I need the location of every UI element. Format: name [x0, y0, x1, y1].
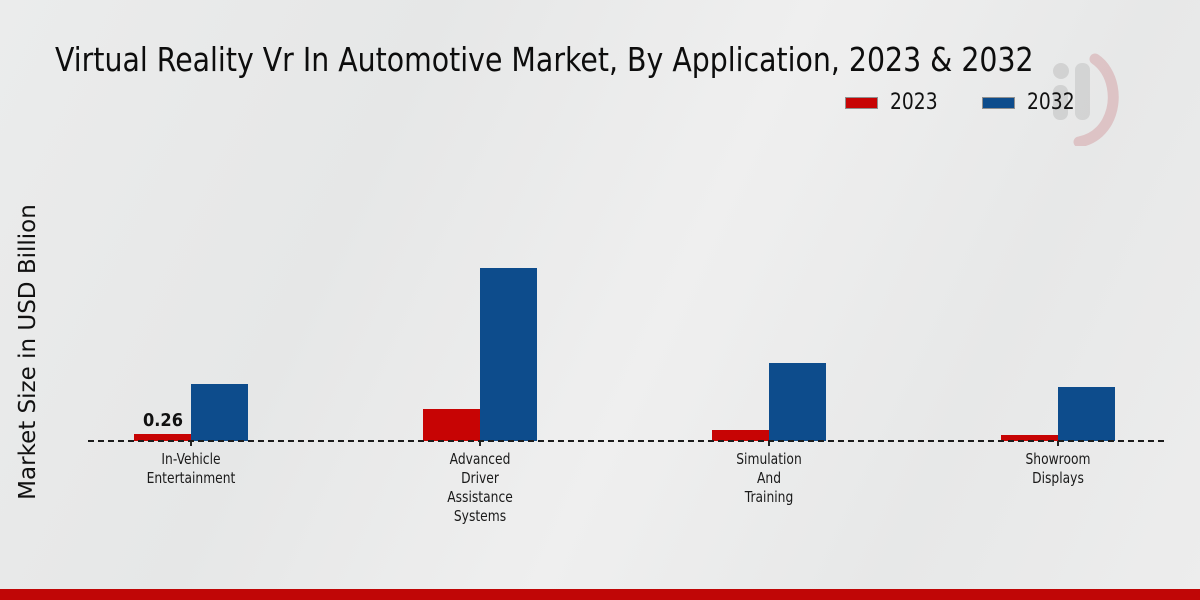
bar-value-label-2023-0: 0.26 [142, 409, 183, 431]
legend: 2023 2032 [845, 90, 1083, 115]
x-axis-label-in-vehicle-entertainment: In-Vehicle Entertainment [146, 450, 236, 487]
chart-title: Virtual Reality Vr In Automotive Market,… [55, 40, 1034, 79]
bar-2023-showroom-displays [1001, 435, 1058, 441]
bar-2032-simulation-and-training [769, 362, 826, 441]
x-axis-tick-simulation-and-training [768, 441, 770, 446]
legend-swatch-2023 [845, 96, 878, 109]
footer-red-strip [0, 589, 1200, 600]
x-axis-label-showroom-displays: Showroom Displays [1025, 450, 1091, 487]
bar-2023-simulation-and-training [712, 430, 769, 441]
mrfr-logo-watermark [1038, 52, 1120, 148]
zero-baseline [88, 440, 1164, 442]
legend-label-2023: 2023 [890, 90, 938, 115]
x-axis-tick-showroom-displays [1057, 441, 1059, 446]
legend-item-2032: 2032 [982, 90, 1083, 115]
legend-swatch-2032 [982, 96, 1015, 109]
watermark-graphic [1053, 53, 1119, 148]
bar-2032-in-vehicle-entertainment [191, 384, 248, 441]
x-axis-tick-in-vehicle-entertainment [190, 441, 192, 446]
legend-item-2023: 2023 [845, 90, 946, 115]
bar-2032-advanced-driver-assistance-systems [480, 268, 537, 441]
x-axis-tick-advanced-driver-assistance-systems [479, 441, 481, 446]
bar-2023-advanced-driver-assistance-systems [423, 408, 480, 441]
legend-label-2032: 2032 [1027, 90, 1075, 115]
bar-2032-showroom-displays [1058, 387, 1115, 441]
x-axis-label-simulation-and-training: Simulation And Training [736, 450, 802, 506]
bar-2023-in-vehicle-entertainment [134, 433, 191, 441]
x-axis-label-advanced-driver-assistance-systems: Advanced Driver Assistance Systems [447, 450, 513, 525]
